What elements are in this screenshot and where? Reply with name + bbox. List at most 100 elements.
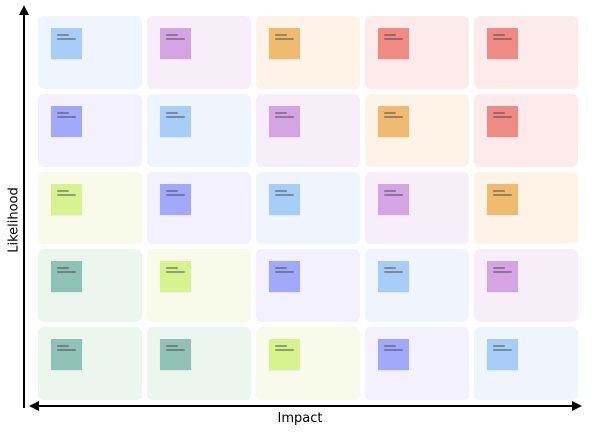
sticky-note[interactable] [269,183,300,215]
note-text-line [384,34,396,36]
matrix-cell [256,93,360,167]
note-text-line [384,267,396,270]
sticky-note[interactable] [269,28,300,59]
matrix-cell [365,327,469,400]
note-text-line [166,115,185,118]
note-text-line [493,193,512,196]
sticky-note[interactable] [160,105,191,137]
sticky-note[interactable] [51,105,82,137]
note-text-line [57,38,76,40]
note-text-line [493,34,505,36]
note-text-line [493,38,512,40]
matrix-cell [365,171,469,245]
note-text-line [493,267,505,270]
note-text-line [384,345,396,348]
note-text-line [275,38,294,40]
note-text-line [166,345,178,348]
matrix-cell [474,16,578,89]
note-text-line [166,34,178,36]
note-text-line [166,271,185,274]
matrix-cell [38,93,142,167]
note-text-line [57,189,69,192]
matrix-cell [365,93,469,167]
risk-matrix [38,16,578,400]
note-text-line [275,345,287,348]
note-text-line [57,345,69,348]
sticky-note[interactable] [160,28,191,59]
sticky-note[interactable] [51,339,82,371]
note-text-line [166,349,185,352]
note-text-line [384,115,403,118]
matrix-cell [147,327,251,400]
note-text-line [57,267,69,270]
note-text-line [275,271,294,274]
note-text-line [493,349,512,352]
sticky-note[interactable] [269,261,300,293]
sticky-note[interactable] [378,183,409,215]
sticky-note[interactable] [269,105,300,137]
sticky-note[interactable] [487,183,518,215]
sticky-note[interactable] [378,105,409,137]
note-text-line [57,349,76,352]
matrix-cell [38,249,142,323]
note-text-line [166,111,178,114]
note-text-line [384,111,396,114]
note-text-line [57,34,69,36]
note-text-line [493,271,512,274]
note-text-line [57,271,76,274]
note-text-line [166,189,178,192]
note-text-line [493,189,505,192]
sticky-note[interactable] [487,261,518,293]
sticky-note[interactable] [160,183,191,215]
note-text-line [166,193,185,196]
note-text-line [57,115,76,118]
sticky-note[interactable] [51,261,82,293]
sticky-note[interactable] [51,28,82,59]
matrix-cell [147,249,251,323]
y-axis-label: Likelihood [6,187,22,253]
note-text-line [275,111,287,114]
matrix-cell [365,249,469,323]
matrix-cell [147,16,251,89]
matrix-cell [256,249,360,323]
matrix-cell [256,171,360,245]
note-text-line [57,193,76,196]
note-text-line [275,34,287,36]
matrix-cell [147,171,251,245]
matrix-cell [38,327,142,400]
note-text-line [384,271,403,274]
note-text-line [493,111,505,114]
sticky-note[interactable] [378,28,409,59]
matrix-cell [38,171,142,245]
matrix-cell [38,16,142,89]
sticky-note[interactable] [487,105,518,137]
sticky-note[interactable] [269,339,300,371]
note-text-line [275,349,294,352]
sticky-note[interactable] [51,183,82,215]
note-text-line [384,38,403,40]
x-axis-label: Impact [277,411,323,426]
matrix-cell [474,171,578,245]
note-text-line [166,38,185,40]
sticky-note[interactable] [487,28,518,59]
sticky-note[interactable] [487,339,518,371]
note-text-line [384,349,403,352]
note-text-line [275,267,287,270]
sticky-note[interactable] [160,339,191,371]
note-text-line [384,193,403,196]
note-text-line [166,267,178,270]
matrix-cell [474,93,578,167]
matrix-cell [256,327,360,400]
matrix-cell [474,249,578,323]
note-text-line [493,345,505,348]
matrix-cell [147,93,251,167]
matrix-cell [365,16,469,89]
sticky-note[interactable] [378,261,409,293]
note-text-line [384,189,396,192]
sticky-note[interactable] [160,261,191,293]
sticky-note[interactable] [378,339,409,371]
note-text-line [275,193,294,196]
note-text-line [57,111,69,114]
note-text-line [275,189,287,192]
